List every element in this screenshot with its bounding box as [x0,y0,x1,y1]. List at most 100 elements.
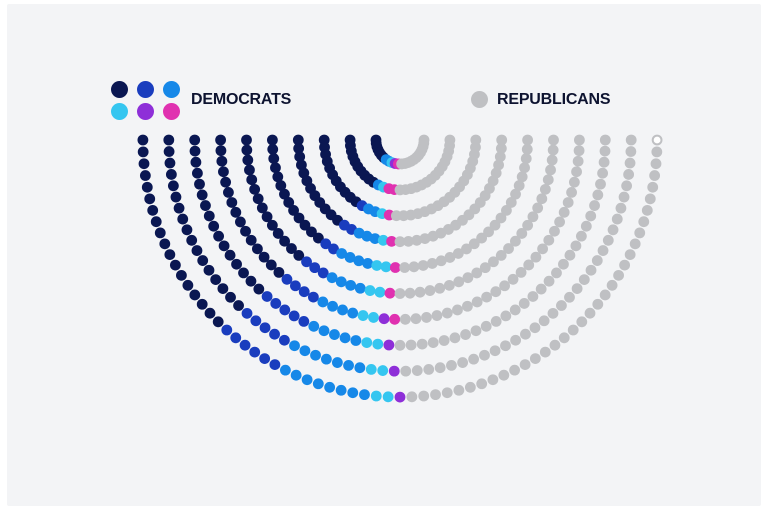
democrat-seat [167,180,179,192]
republican-seat [411,365,423,376]
democrat-seat [196,189,208,201]
republican-seat [535,283,547,295]
democrat-seat [347,307,359,319]
democrat-seat [164,157,176,169]
democrat-seat [163,134,175,146]
democrat-seat [231,258,242,270]
democrat-seat [182,279,194,291]
democrat-seat [389,262,401,273]
republican-seat [589,200,600,211]
republican-seat [500,340,511,352]
democrat-seat [249,346,261,358]
democrat-seat [246,174,258,186]
republican-seat [571,166,582,178]
democrat-seat [345,279,357,291]
republican-seat [468,353,480,365]
republican-seat [621,180,633,192]
democrat-seat [186,234,198,246]
democrat-seat [270,298,282,309]
republican-seat [489,219,501,231]
republican-seat [408,261,420,273]
democrat-seat [289,340,300,352]
republican-seat [568,176,580,188]
democrat-seat [165,169,177,180]
democrat-seat [272,228,284,239]
republican-seat [602,234,614,246]
democrat-seat [259,322,271,334]
republican-seat [441,387,453,399]
republican-seat [527,211,539,223]
republican-seat [403,235,414,247]
republican-seat [634,227,646,239]
democrat-seat [261,291,273,302]
democrat-seat [384,287,396,299]
republican-seat [641,204,653,216]
republican-seat [510,334,521,346]
democrat-seat [293,250,305,261]
republican-seat [452,248,464,259]
republican-seat [576,316,588,328]
democrat-seat [308,320,320,332]
democrat-seat [374,286,386,298]
democrat-seat [139,170,151,181]
democrat-seat [258,251,270,263]
republican-seat [464,381,476,393]
republican-seat [462,300,473,312]
democrat-seat [279,304,291,316]
democrat-seat [266,219,278,231]
republican-seat [530,251,542,263]
republican-seat [471,267,483,279]
republican-seat [549,339,561,351]
democrat-seat [320,238,332,250]
republican-seat [623,169,635,180]
republican-seat [521,143,533,155]
republican-seat [444,134,456,146]
democrat-seat [292,134,304,146]
democrat-seat [347,387,359,399]
republican-seat [536,193,548,205]
republican-seat [414,286,426,298]
democrat-seat [154,227,166,239]
republican-seat [629,238,641,250]
republican-seat [488,256,499,268]
republican-seat [611,213,623,225]
republican-seat [519,359,531,371]
republican-seat [490,315,502,327]
democrat-seat [324,381,336,393]
republican-seat [522,219,534,231]
republican-seat [394,236,406,248]
democrat-seat [293,212,305,224]
democrat-seat [312,232,324,244]
democrat-seat [301,256,312,268]
democrat-seat [218,240,230,252]
republican-seat [470,134,482,146]
democrat-seat [339,332,351,344]
vacant-seat [651,134,663,146]
republican-seat [558,258,569,270]
democrat-seat [235,216,246,228]
republican-seat [499,280,510,292]
democrat-seat [279,188,290,200]
republican-seat [624,249,636,260]
democrat-seat [189,145,201,157]
republican-seat [584,307,596,319]
democrat-seat [298,286,310,298]
democrat-seat [245,275,257,287]
democrat-seat [223,186,234,198]
democrat-seat [197,255,209,266]
democrat-seat [327,300,338,312]
republican-seat [529,322,541,334]
republican-seat [532,202,544,214]
democrat-seat [244,164,255,176]
republican-seat [598,156,610,168]
democrat-seat [250,315,262,327]
republican-seat [523,259,535,271]
republican-seat [476,378,488,390]
democrat-seat [141,181,153,193]
democrat-seat [241,134,252,146]
republican-seat [489,345,501,357]
republican-seat [462,272,474,284]
republican-seat [619,259,631,271]
republican-seat [615,202,627,214]
republican-seat [585,210,597,222]
